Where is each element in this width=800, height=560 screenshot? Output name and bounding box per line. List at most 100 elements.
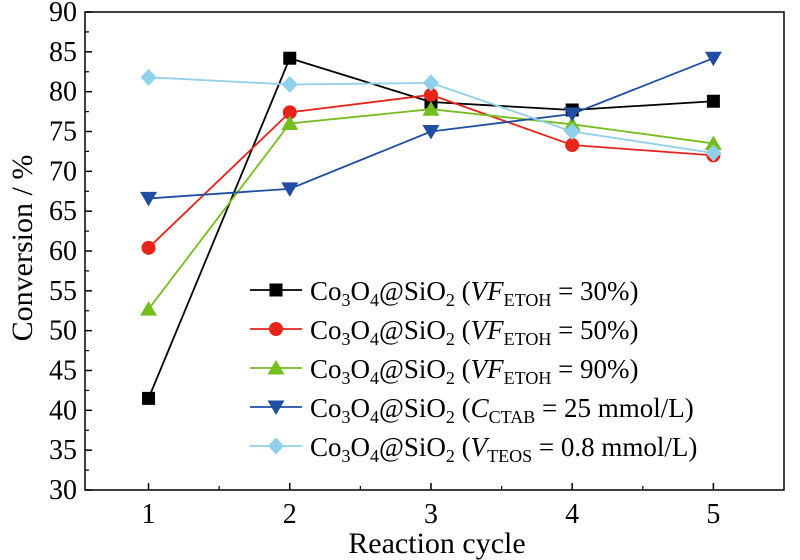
data-point — [705, 144, 722, 162]
legend-label-part: CTAB — [489, 407, 536, 427]
legend-label-part: TEOS — [487, 446, 532, 466]
y-tick-label: 40 — [49, 395, 77, 426]
data-point — [422, 101, 440, 116]
legend-label-part: 3 — [342, 368, 351, 388]
data-point — [281, 115, 299, 131]
legend-marker — [267, 360, 285, 375]
legend-label-part: = 0.8 mmol/L) — [532, 432, 697, 462]
legend-label: Co3O4@SiO2 (VTEOS = 0.8 mmol/L) — [310, 432, 697, 466]
data-point — [281, 182, 299, 197]
y-tick-label: 30 — [49, 475, 77, 506]
legend-label-part: = 50%) — [551, 315, 638, 345]
legend-label-part: Co — [310, 276, 342, 306]
legend-label-part: 2 — [446, 290, 455, 310]
data-point — [140, 68, 157, 86]
legend-label-part: 2 — [446, 446, 455, 466]
legend-label-part: ETOH — [504, 368, 552, 388]
legend-label-part: Co — [310, 315, 342, 345]
y-tick-label: 35 — [49, 435, 77, 466]
legend-label-part — [455, 354, 462, 384]
legend-label-part: O — [351, 315, 371, 345]
legend-label-part: 3 — [342, 407, 351, 427]
y-tick-label: 70 — [49, 156, 77, 187]
legend-label: Co3O4@SiO2 (VFETOH = 50%) — [310, 315, 639, 349]
legend-label-part: @SiO — [379, 354, 446, 384]
y-tick-label: 60 — [49, 236, 77, 267]
legend-label-part: Co — [310, 393, 342, 423]
data-point — [283, 51, 297, 65]
legend-label-part: 4 — [370, 368, 379, 388]
legend-label-part: O — [351, 393, 371, 423]
data-point — [565, 138, 580, 153]
legend-marker — [267, 400, 285, 415]
legend-label-part: = 90%) — [551, 354, 638, 384]
y-tick-label: 75 — [49, 117, 77, 148]
data-point — [141, 240, 156, 255]
legend-marker — [269, 322, 283, 336]
legend-label-part: 2 — [446, 329, 455, 349]
legend-label-part: 4 — [370, 446, 379, 466]
legend-label-part: @SiO — [379, 432, 446, 462]
legend-label-part — [455, 393, 462, 423]
data-point — [564, 123, 581, 140]
legend-label-part: 3 — [342, 290, 351, 310]
legend-label-part — [455, 432, 462, 462]
legend-label-part: VF — [471, 276, 504, 306]
legend-label-part: VF — [471, 315, 504, 345]
data-point — [422, 74, 439, 92]
legend-label-part: 2 — [446, 368, 455, 388]
data-point — [704, 135, 722, 150]
data-point — [422, 125, 440, 140]
legend-label-part: V — [471, 432, 491, 462]
x-tick-label: 3 — [424, 499, 438, 530]
legend-label-part: @SiO — [379, 315, 446, 345]
legend-label-part: ETOH — [504, 290, 552, 310]
legend-label-part: 4 — [370, 290, 379, 310]
data-point — [140, 191, 158, 207]
x-tick-label: 1 — [142, 499, 156, 530]
legend-label-part: 4 — [370, 329, 379, 349]
legend-label-part: 3 — [342, 329, 351, 349]
y-tick-label: 85 — [49, 37, 77, 68]
legend-label-part: C — [471, 393, 490, 423]
legend-label-part: ETOH — [504, 329, 552, 349]
legend-label-part: O — [351, 354, 371, 384]
legend-label-part: 3 — [342, 446, 351, 466]
y-tick-label: 90 — [49, 0, 77, 28]
legend-label-part: ( — [462, 432, 471, 462]
y-tick-label: 65 — [49, 196, 77, 227]
legend-label-part: = 25 mmol/L) — [535, 393, 693, 423]
y-tick-label: 50 — [49, 316, 77, 347]
legend-label-part: O — [351, 432, 371, 462]
x-tick-label: 2 — [283, 499, 297, 530]
x-axis-title: Reaction cycle — [348, 527, 525, 560]
legend-label-part — [455, 276, 462, 306]
data-point — [704, 51, 722, 67]
legend-label-part: = 30%) — [551, 276, 638, 306]
legend: Co3O4@SiO2 (VFETOH = 30%)Co3O4@SiO2 (VFE… — [250, 276, 697, 466]
data-point — [563, 107, 581, 122]
legend-label-part: Co — [310, 354, 342, 384]
legend-label-part: 2 — [446, 407, 455, 427]
legend-label-part: @SiO — [379, 393, 446, 423]
x-tick-label: 4 — [565, 499, 579, 530]
legend-label-part: ( — [462, 276, 471, 306]
legend-label-part: VF — [471, 354, 504, 384]
legend-label-part: @SiO — [379, 276, 446, 306]
data-point — [282, 105, 297, 120]
x-tick-label: 5 — [706, 499, 720, 530]
y-axis-title: Conversion / % — [6, 155, 39, 342]
legend-label-part: Co — [310, 432, 342, 462]
legend-marker — [268, 437, 284, 455]
legend-label-part: ( — [462, 393, 471, 423]
data-point — [281, 75, 298, 93]
legend-label-part: 4 — [370, 407, 379, 427]
data-point — [142, 391, 156, 405]
data-point — [140, 301, 158, 316]
legend-label: Co3O4@SiO2 (VFETOH = 90%) — [310, 354, 639, 388]
y-tick-label: 55 — [49, 276, 77, 307]
legend-label: Co3O4@SiO2 (CCTAB = 25 mmol/L) — [310, 393, 694, 427]
series-line-2 — [147, 93, 714, 249]
legend-label-part: ( — [462, 315, 471, 345]
